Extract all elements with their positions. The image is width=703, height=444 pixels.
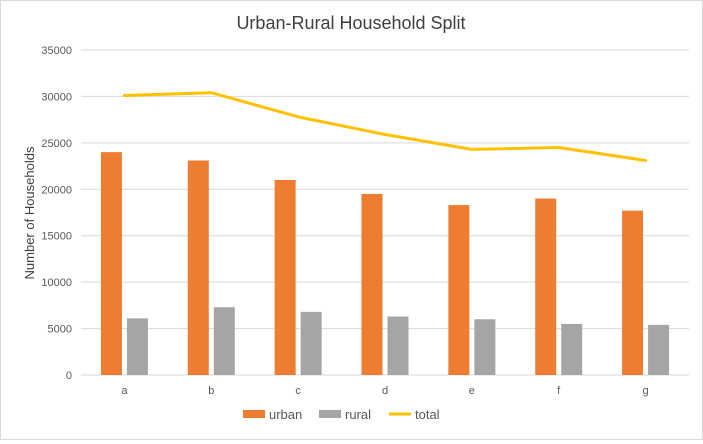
urban-bar-f — [535, 198, 557, 375]
y-tick-label: 0 — [66, 370, 72, 382]
x-tick-label: b — [208, 385, 214, 397]
y-tick-label: 30000 — [41, 91, 72, 103]
total-line — [122, 91, 648, 162]
x-tick-label: a — [121, 385, 128, 397]
urban-bar-g — [622, 210, 644, 375]
legend-item-urban: urban — [243, 407, 302, 422]
legend-label: urban — [269, 407, 302, 422]
x-axis-ticks: a b c d e f g — [121, 385, 648, 397]
y-tick-label: 15000 — [41, 231, 72, 243]
y-axis-title: Number of Households — [22, 146, 37, 279]
y-tick-label: 20000 — [41, 184, 72, 196]
urban-bar-d — [361, 193, 383, 375]
rural-bar-b — [213, 307, 235, 375]
x-tick-label: c — [295, 385, 301, 397]
bars — [100, 152, 670, 375]
urban-bar-b — [187, 160, 209, 375]
rural-bar-c — [300, 311, 322, 375]
urban-bar-c — [274, 180, 296, 375]
y-tick-label: 25000 — [41, 138, 72, 150]
rural-bar-f — [561, 323, 583, 375]
legend-label: total — [415, 407, 440, 422]
gridlines — [81, 49, 689, 376]
y-tick-label: 35000 — [41, 45, 72, 57]
legend-item-total: total — [389, 407, 440, 422]
x-tick-label: g — [643, 385, 649, 397]
legend-swatch — [243, 410, 265, 418]
x-tick-label: e — [469, 385, 475, 397]
urban-bar-a — [100, 152, 122, 375]
rural-bar-d — [387, 316, 409, 375]
legend-swatch — [319, 410, 341, 418]
urban-bar-e — [448, 205, 470, 375]
legend-label: rural — [345, 407, 371, 422]
total-line-series — [122, 91, 648, 162]
rural-bar-a — [126, 318, 148, 375]
x-tick-label: f — [557, 385, 561, 397]
legend: urban rural total — [243, 407, 440, 422]
y-tick-label: 10000 — [41, 277, 72, 289]
x-tick-label: d — [382, 385, 388, 397]
y-tick-label: 5000 — [48, 324, 72, 336]
legend-item-rural: rural — [319, 407, 371, 422]
chart-title: Urban-Rural Household Split — [236, 13, 465, 33]
rural-bar-g — [648, 324, 670, 375]
rural-bar-e — [474, 319, 496, 375]
y-axis-ticks: 0 5000 10000 15000 20000 25000 30000 35000 — [41, 45, 72, 382]
